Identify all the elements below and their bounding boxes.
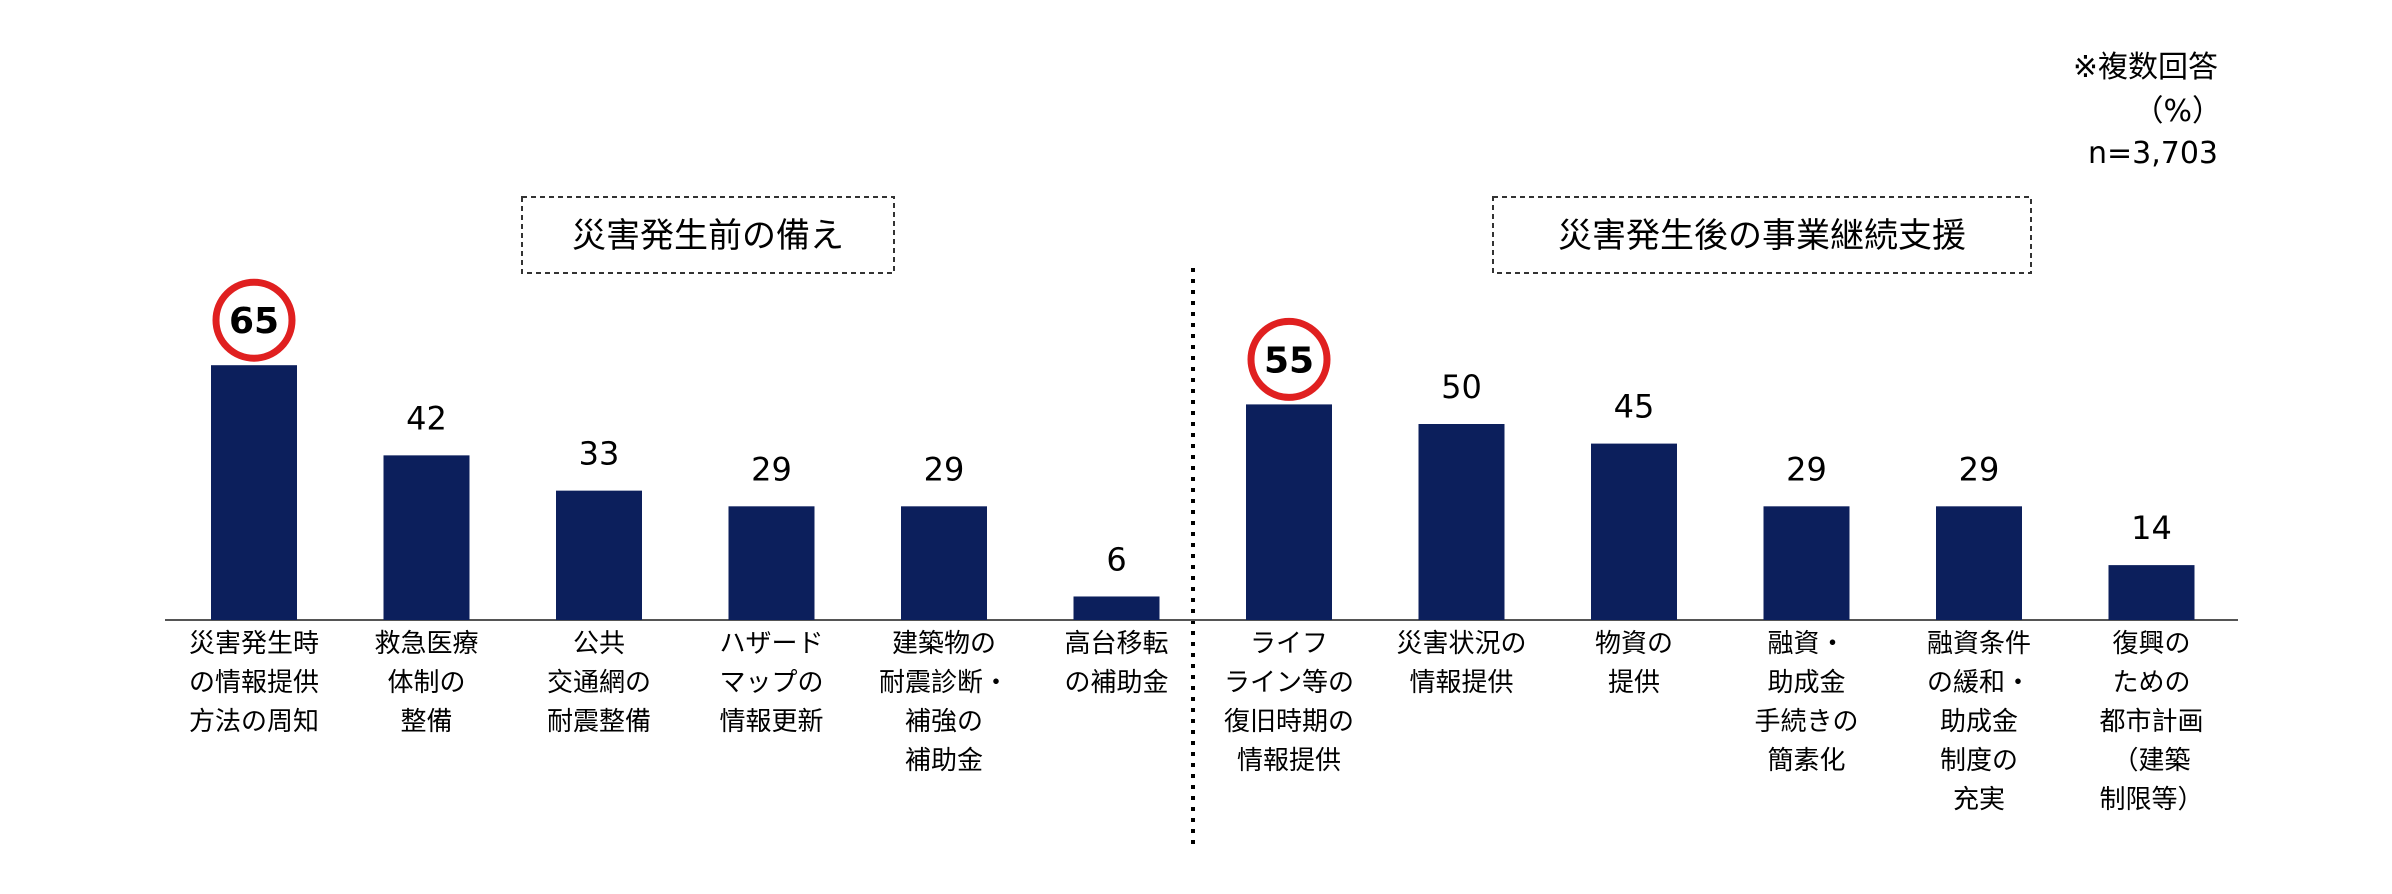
note-sample-size: n=3,703 bbox=[2088, 136, 2218, 171]
bar-1-4 bbox=[1936, 506, 2022, 620]
data-label-1-0: 55 bbox=[1264, 340, 1314, 381]
data-label-0-1: 42 bbox=[406, 399, 447, 437]
data-label-0-0: 65 bbox=[229, 301, 279, 342]
category-label-1-1: 災害状況の情報提供 bbox=[1396, 629, 1526, 698]
category-label-1-3: 融資・助成金手続きの簡素化 bbox=[1754, 629, 1858, 776]
chart-marks: 65 災害発生時の情報提供方法の周知 42 救急医療体制の整備 33 公共交通網の耐震整備… bbox=[189, 278, 2204, 815]
data-label-0-4: 29 bbox=[924, 450, 965, 488]
section-box-after bbox=[1492, 196, 2032, 274]
category-label-0-5: 高台移転の補助金 bbox=[1064, 629, 1168, 698]
data-label-1-3: 29 bbox=[1786, 450, 1827, 488]
section-title-after: 災害発生後の事業継続支援 bbox=[1558, 216, 1966, 256]
highlight-circle-1 bbox=[1247, 317, 1331, 401]
data-label-1-4: 29 bbox=[1959, 450, 2000, 488]
data-label-0-2: 33 bbox=[579, 435, 620, 473]
section-box-before bbox=[521, 196, 895, 274]
category-label-1-0: ライフライン等の復旧時期の情報提供 bbox=[1224, 629, 1354, 776]
bar-0-1 bbox=[383, 455, 470, 620]
data-label-1-1: 50 bbox=[1441, 368, 1482, 406]
bar-1-1 bbox=[1418, 424, 1505, 620]
bar-0-3 bbox=[728, 506, 815, 620]
note-unit: （%） bbox=[2133, 94, 2222, 129]
bar-0-4 bbox=[901, 506, 987, 620]
note-multiple-answers: ※複数回答 bbox=[2073, 50, 2218, 85]
category-label-1-5: 復興のための都市計画（建築制限等） bbox=[2099, 629, 2203, 815]
category-label-0-2: 公共交通網の耐震整備 bbox=[547, 629, 651, 737]
bar-0-5 bbox=[1073, 596, 1160, 620]
category-label-0-3: ハザードマップの情報更新 bbox=[719, 629, 823, 737]
bar-1-0 bbox=[1246, 404, 1332, 620]
bar-0-0 bbox=[211, 365, 297, 620]
bar-1-2 bbox=[1591, 443, 1677, 620]
bar-1-5 bbox=[2108, 565, 2195, 620]
category-label-1-4: 融資条件の緩和・助成金制度の充実 bbox=[1927, 629, 2031, 815]
bar-1-3 bbox=[1763, 506, 1850, 620]
category-label-1-2: 物資の提供 bbox=[1595, 629, 1673, 698]
highlight-circle-0 bbox=[212, 278, 296, 362]
bar-0-2 bbox=[556, 490, 642, 620]
data-label-1-2: 45 bbox=[1614, 388, 1655, 426]
data-label-1-5: 14 bbox=[2131, 509, 2172, 547]
section-title-before: 災害発生前の備え bbox=[572, 216, 844, 256]
data-label-0-5: 6 bbox=[1106, 540, 1126, 578]
category-label-0-4: 建築物の耐震診断・補強の補助金 bbox=[879, 629, 1009, 776]
data-label-0-3: 29 bbox=[751, 450, 792, 488]
category-label-0-1: 救急医療体制の整備 bbox=[374, 629, 478, 737]
category-label-0-0: 災害発生時の情報提供方法の周知 bbox=[189, 629, 319, 737]
